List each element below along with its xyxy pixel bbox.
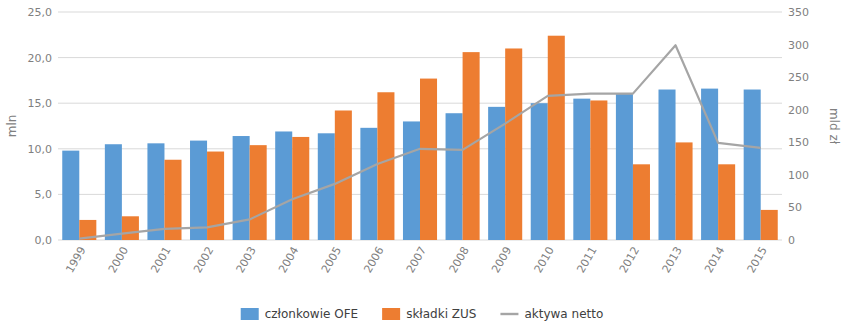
x-tick-label: 2005 (319, 245, 344, 276)
x-tick-label: 2008 (447, 245, 472, 276)
x-tick-label: 2009 (489, 245, 514, 276)
grid-line (58, 12, 782, 13)
y-tick-label: 25,0 (28, 6, 53, 19)
y2-tick-label: 250 (788, 71, 809, 84)
legend-item: członkowie OFE (241, 307, 358, 321)
bar (505, 48, 522, 240)
legend-item: składki ZUS (382, 307, 476, 321)
x-tick-label: 2012 (617, 245, 642, 276)
bar (403, 121, 420, 240)
legend-label: członkowie OFE (265, 307, 358, 321)
y2-tick-label: 100 (788, 169, 809, 182)
x-tick-label: 2003 (234, 245, 259, 276)
x-tick-label: 2014 (702, 245, 727, 276)
bar (275, 131, 292, 240)
legend-label: składki ZUS (406, 307, 476, 321)
bar (633, 164, 650, 240)
bar (676, 142, 693, 240)
x-tick-label: 2011 (574, 245, 599, 276)
bar (360, 128, 377, 240)
bar (233, 136, 250, 240)
bar (463, 52, 480, 240)
bar (122, 216, 139, 240)
y-tick-label: 5,0 (35, 188, 53, 201)
bar (658, 90, 675, 240)
y-axis-label: mln (5, 115, 19, 138)
x-tick-label: 2004 (276, 245, 301, 276)
legend-label: aktywa netto (524, 307, 603, 321)
x-tick-label: 2006 (361, 245, 386, 276)
bar (105, 144, 122, 240)
chart: 0,0 5,0 10,0 15,0 20,0 25,0 0 50 100 150 200 250 300… (0, 0, 844, 328)
legend: członkowie OFE składki ZUS aktywa netto (241, 307, 604, 321)
legend-swatch (500, 313, 518, 315)
bar (744, 90, 761, 240)
y2-tick-label: 200 (788, 104, 809, 117)
bar (335, 110, 352, 240)
bar (718, 164, 735, 240)
bar (147, 143, 164, 240)
bar (62, 151, 79, 240)
y2-tick-label: 300 (788, 39, 809, 52)
x-tick-label: 1999 (63, 245, 88, 276)
y2-axis-label: mld zł (827, 108, 841, 145)
x-tick-label: 2000 (106, 245, 131, 276)
x-tick-label: 2001 (148, 245, 173, 276)
y-tick-label: 10,0 (28, 143, 53, 156)
bar (761, 210, 778, 240)
axes: 0,0 5,0 10,0 15,0 20,0 25,0 0 50 100 150 200 250 300… (28, 6, 810, 275)
legend-swatch (241, 308, 259, 320)
bar (488, 107, 505, 240)
y-tick-label: 15,0 (28, 97, 53, 110)
y-tick-label: 20,0 (28, 52, 53, 65)
bar (616, 94, 633, 240)
bar (446, 113, 463, 240)
marks (62, 36, 777, 240)
grid-line (58, 57, 782, 58)
y2-tick-label: 0 (788, 234, 795, 247)
y2-tick-label: 50 (788, 201, 802, 214)
line (79, 45, 760, 238)
y-tick-label: 0,0 (35, 234, 53, 247)
bar (250, 145, 267, 240)
bar (548, 36, 565, 240)
legend-item: aktywa netto (500, 307, 603, 321)
x-tick-label: 2013 (659, 245, 684, 276)
bar (590, 100, 607, 240)
bar (292, 137, 309, 240)
x-tick-label: 2015 (745, 245, 770, 276)
x-tick-label: 2002 (191, 245, 216, 276)
x-tick-label: 2010 (532, 245, 557, 276)
bar (377, 92, 394, 240)
bar (190, 141, 207, 240)
bar (420, 79, 437, 240)
bar (531, 103, 548, 240)
bar (573, 99, 590, 240)
legend-swatch (382, 308, 400, 320)
x-tick-label: 2007 (404, 245, 429, 276)
y2-tick-label: 150 (788, 136, 809, 149)
y2-tick-label: 350 (788, 6, 809, 19)
